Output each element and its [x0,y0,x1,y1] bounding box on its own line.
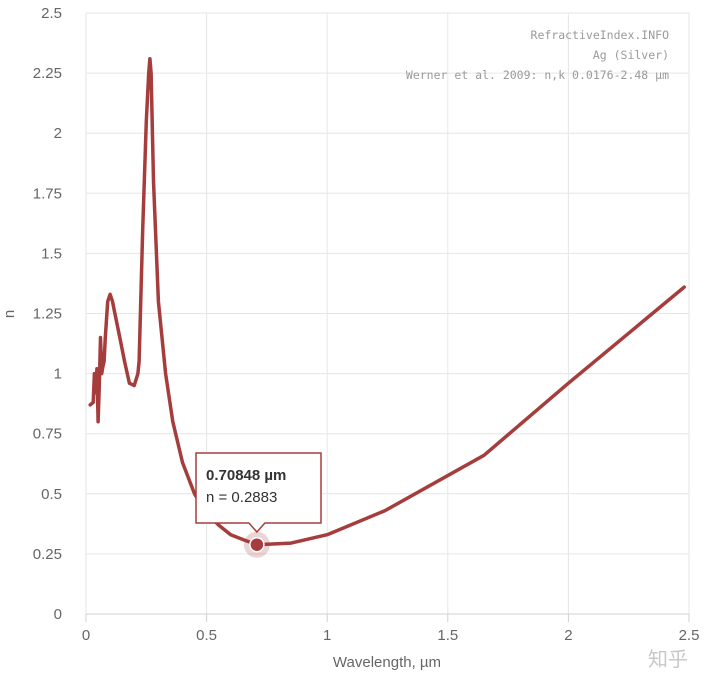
x-axis-title: Wavelength, µm [333,654,441,671]
series-layer [88,56,686,547]
y-tick-label: 0.5 [41,486,62,503]
credit-line: RefractiveIndex.INFO [531,28,670,42]
x-tick-label: 0.5 [196,627,217,644]
y-tick-label: 1.75 [33,185,62,202]
y-tick-label: 0 [54,606,62,623]
x-tick-label: 2.5 [679,627,700,644]
watermark: 知乎 [648,647,688,671]
credit-line: Ag (Silver) [593,48,669,62]
y-tick-label: 1 [54,366,62,383]
x-tick-label: 1 [323,627,331,644]
highlight-point[interactable] [249,536,265,553]
y-tick-label: 2.25 [33,65,62,82]
y-tick-label: 0.75 [33,426,62,443]
y-tick-label: 1.5 [41,245,62,262]
tooltip: 0.70848 µm n = 0.2883 [195,452,322,558]
credits: RefractiveIndex.INFO Ag (Silver) Werner et… [406,28,669,82]
series-line [88,56,686,547]
credit-line: Werner et al. 2009: n,k 0.0176-2.48 µm [406,68,669,82]
tooltip-title: 0.70848 µm [206,467,286,484]
x-tick-label: 0 [82,627,90,644]
y-tick-label: 1.25 [33,306,62,323]
y-tick-label: 2 [54,125,62,142]
x-tick-label: 2 [564,627,572,644]
y-tick-label: 2.5 [41,5,62,22]
tooltip-box [195,452,322,534]
y-axis-title: n [1,310,18,318]
grid-layer [85,12,690,615]
x-tick-label: 1.5 [437,627,458,644]
axis-layer: 0 0.25 0.5 0.75 1 1.25 1.5 1.75 2 2.25 2.5 0 0.5 1 1.5… [33,5,700,644]
y-tick-label: 0.25 [33,546,62,563]
tooltip-value: n = 0.2883 [206,489,277,506]
